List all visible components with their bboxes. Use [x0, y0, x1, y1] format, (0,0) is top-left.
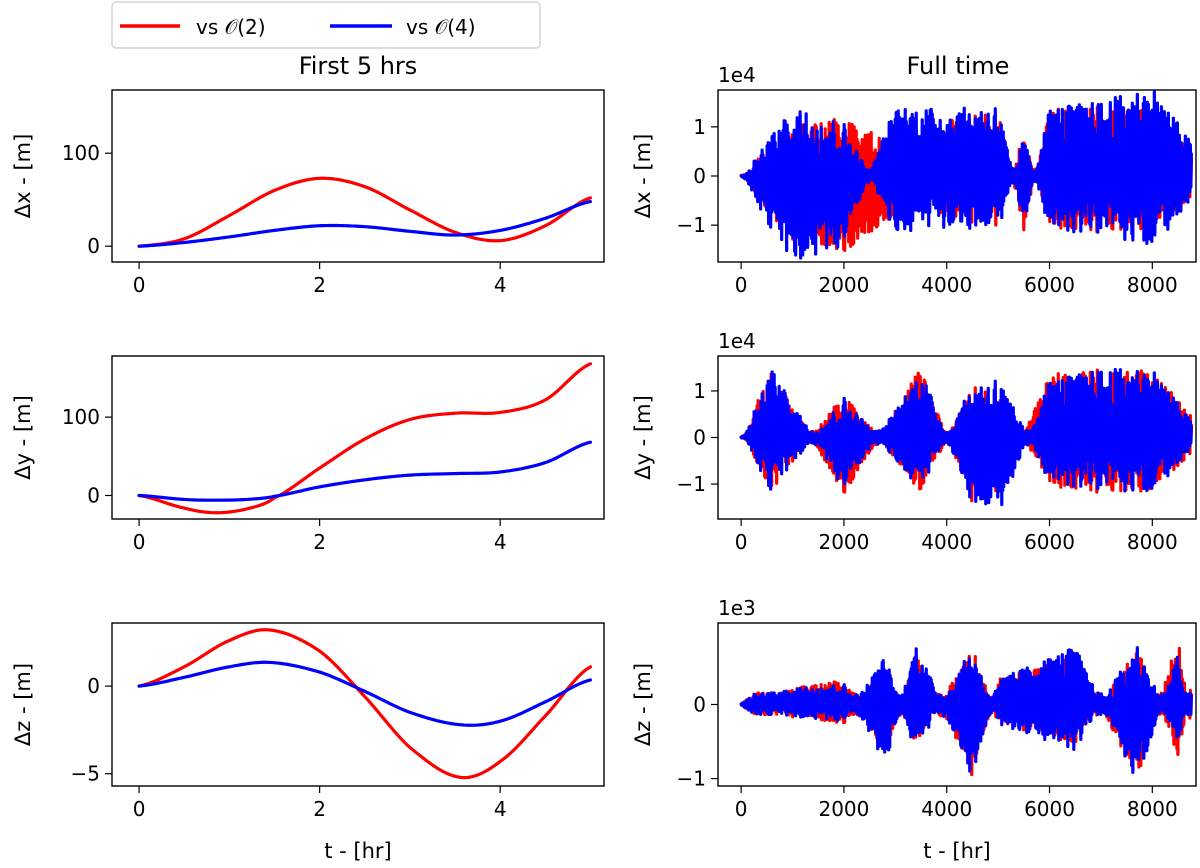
series-line-o2	[137, 628, 593, 780]
legend: vs 𝒪(2) vs 𝒪(4)	[111, 1, 541, 49]
x-tick-label: 2000	[818, 530, 869, 554]
y-tick-label: 0	[693, 426, 706, 450]
series-line-o4	[137, 199, 593, 248]
axes-dz-short: 0 2 4 −5 0 Δz - [m] t - [hr]	[11, 622, 605, 863]
left-column-title: First 5 hrs	[299, 52, 418, 80]
x-tick-label: 4000	[921, 530, 972, 554]
offset-multiplier: 1e4	[718, 63, 756, 87]
y-axis-label: Δz - [m]	[631, 663, 655, 746]
x-tick-label: 4000	[921, 797, 972, 821]
offset-multiplier: 1e4	[718, 329, 756, 353]
axes-content: 0 2000 4000 6000 8000 −1 0 Δz - [m] t - [hr] 1e3	[631, 596, 1193, 863]
y-tick-label: −1	[677, 767, 706, 791]
y-tick-label: 0	[87, 674, 100, 698]
axes-frame	[111, 622, 605, 787]
axes-content: 0 2 4 0 100 Δx - [m]	[11, 134, 593, 297]
x-tick-label: 0	[735, 273, 748, 297]
y-axis-label: Δz - [m]	[11, 663, 35, 746]
y-tick-label: 1	[693, 115, 706, 139]
x-tick-label: 8000	[1127, 273, 1178, 297]
series-line-o4	[739, 646, 1193, 774]
y-tick-label: 0	[693, 693, 706, 717]
x-tick-label: 8000	[1127, 530, 1178, 554]
x-tick-label: 8000	[1127, 797, 1178, 821]
x-tick-label: 6000	[1024, 530, 1075, 554]
y-tick-label: 100	[62, 405, 100, 429]
y-tick-label: 0	[693, 164, 706, 188]
axes-content: 0 2000 4000 6000 8000 −1 0 1 Δy - [m] 1e4	[631, 329, 1193, 554]
y-tick-label: 0	[87, 234, 100, 258]
axes-dx-full: 0 2000 4000 6000 8000 −1 0 1 Δx - [m] 1e4	[631, 63, 1197, 297]
x-tick-label: 0	[133, 273, 146, 297]
axes-content: 0 2 4 −5 0 Δz - [m] t - [hr]	[11, 628, 593, 863]
offset-multiplier: 1e3	[718, 596, 756, 620]
series-line-o4	[137, 660, 593, 727]
legend-label-o2: vs 𝒪(2)	[196, 15, 266, 39]
x-tick-label: 2	[313, 797, 326, 821]
x-axis-label: t - [hr]	[923, 839, 991, 863]
x-tick-label: 0	[133, 797, 146, 821]
x-tick-label: 2	[313, 273, 326, 297]
y-tick-label: −1	[677, 213, 706, 237]
legend-box	[111, 1, 541, 49]
axes-dz-full: 0 2000 4000 6000 8000 −1 0 Δz - [m] t - [hr] 1e3	[631, 596, 1197, 863]
y-tick-label: 1	[693, 379, 706, 403]
axes-dy-short: 0 2 4 0 100 Δy - [m]	[11, 355, 605, 554]
y-axis-label: Δx - [m]	[631, 134, 655, 219]
y-tick-label: 100	[62, 141, 100, 165]
x-axis-label: t - [hr]	[324, 839, 392, 863]
x-tick-label: 4	[494, 530, 507, 554]
y-axis-label: Δy - [m]	[631, 395, 655, 480]
axes-frame	[111, 89, 605, 263]
axes-dx-short: 0 2 4 0 100 Δx - [m]	[11, 89, 605, 297]
x-tick-label: 2000	[818, 797, 869, 821]
axes-frame	[111, 355, 605, 520]
legend-label-o4: vs 𝒪(4)	[406, 15, 476, 39]
right-column-title: Full time	[907, 52, 1010, 80]
series-line-o4	[137, 440, 593, 502]
x-tick-label: 0	[133, 530, 146, 554]
x-tick-label: 4	[494, 273, 507, 297]
x-tick-label: 4000	[921, 273, 972, 297]
series-line-o4	[739, 367, 1193, 507]
x-tick-label: 0	[735, 797, 748, 821]
y-axis-label: Δx - [m]	[11, 134, 35, 219]
series-line-o2	[137, 176, 593, 248]
x-tick-label: 4	[494, 797, 507, 821]
y-tick-label: −1	[677, 472, 706, 496]
y-tick-label: 0	[87, 483, 100, 507]
x-tick-label: 6000	[1024, 273, 1075, 297]
y-tick-label: −5	[71, 762, 100, 786]
x-tick-label: 6000	[1024, 797, 1075, 821]
axes-content: 0 2 4 0 100 Δy - [m]	[11, 362, 593, 554]
axes-content: 0 2000 4000 6000 8000 −1 0 1 Δx - [m] 1e4	[631, 63, 1193, 297]
series-line-o4	[739, 90, 1193, 260]
y-axis-label: Δy - [m]	[11, 395, 35, 480]
series-line-o2	[137, 362, 593, 515]
x-tick-label: 2	[313, 530, 326, 554]
x-tick-label: 0	[735, 530, 748, 554]
axes-dy-full: 0 2000 4000 6000 8000 −1 0 1 Δy - [m] 1e4	[631, 329, 1197, 554]
x-tick-label: 2000	[818, 273, 869, 297]
